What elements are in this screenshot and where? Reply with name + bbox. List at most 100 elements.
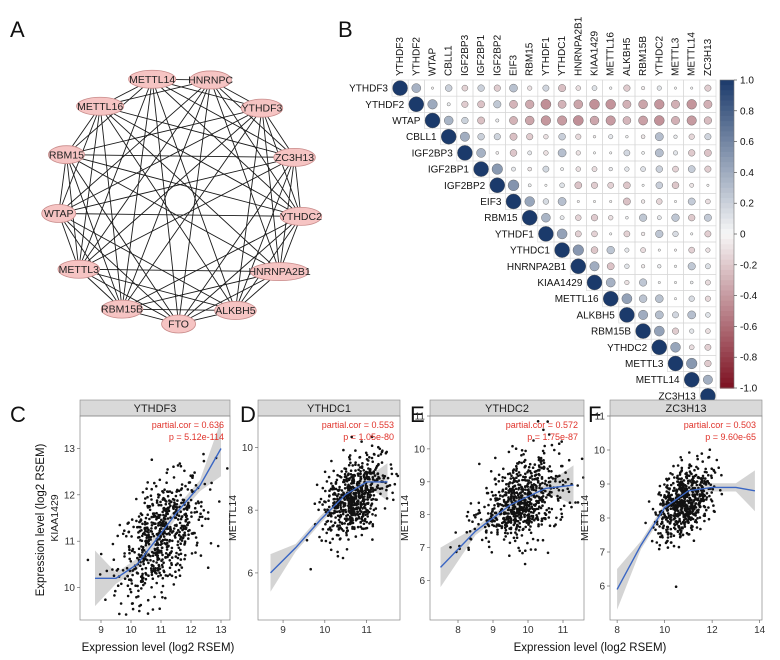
network-edge	[58, 213, 301, 217]
scatter-point	[685, 487, 689, 491]
corr-circle	[543, 134, 549, 140]
scatter-point	[550, 491, 553, 494]
scatter-point	[528, 519, 532, 523]
colorbar-segment	[720, 234, 734, 240]
scatter-point	[483, 505, 486, 509]
y-tick-label: 8	[419, 510, 425, 521]
scatter-point	[688, 479, 692, 483]
scatter-point	[188, 528, 191, 532]
scatter-point	[370, 444, 374, 448]
scatter-point	[348, 493, 352, 497]
scatter-point	[116, 534, 119, 538]
network-edge	[99, 106, 123, 310]
scatter-point	[349, 509, 352, 513]
network-edge	[210, 79, 295, 158]
corr-column-label: RBM15B	[638, 36, 649, 76]
scatter-point	[159, 524, 163, 527]
corr-circle	[477, 133, 485, 141]
scatter-point	[176, 518, 180, 521]
network-node: YTHDC2	[279, 206, 323, 226]
scatter-point	[158, 478, 162, 482]
corr-circle	[623, 84, 631, 92]
scatter-point	[507, 450, 511, 454]
corr-circle	[688, 295, 695, 302]
scatter-point	[184, 484, 187, 488]
scatter-point	[174, 576, 178, 579]
scatter-point	[368, 493, 372, 496]
scatter-point	[707, 473, 710, 477]
scatter-point	[105, 569, 109, 573]
colorbar-tick-label: -0.4	[740, 291, 758, 302]
scatter-point	[507, 491, 511, 494]
network-edge	[151, 79, 236, 311]
scatter-point	[680, 466, 684, 470]
scatter-point	[537, 464, 541, 467]
scatter-point	[371, 497, 375, 501]
scatter-point	[533, 509, 536, 513]
scatter-point	[678, 535, 682, 539]
scatter-point	[520, 488, 523, 491]
scatter-point	[701, 492, 705, 496]
y-tick-label: 11	[415, 412, 426, 423]
scatter-point	[679, 508, 683, 511]
scatter-point	[508, 520, 512, 523]
scatter-point	[363, 503, 367, 507]
scatter-point	[139, 564, 142, 567]
scatter-point	[138, 609, 141, 613]
scatter-point	[702, 489, 706, 493]
scatter-point	[538, 484, 542, 487]
x-tick-label: 11	[156, 625, 167, 636]
scatter-point	[535, 485, 538, 488]
y-tick-label: 10	[64, 583, 76, 594]
scatter-point	[550, 443, 554, 447]
scatter-point	[527, 521, 531, 525]
corr-row-label: YTHDC2	[607, 343, 647, 354]
corr-column-label: HNRNPA2B1	[573, 16, 584, 76]
scatter-point	[196, 541, 199, 545]
scatter-point	[688, 500, 691, 503]
scatter-point	[379, 492, 382, 496]
scatter-point	[120, 582, 123, 586]
panel-letter-b: B	[338, 17, 353, 42]
corr-circle	[509, 100, 518, 109]
colorbar-segment	[720, 177, 734, 184]
scatter-point	[204, 517, 207, 521]
corr-circle	[522, 209, 538, 226]
colorbar-segment	[720, 110, 734, 117]
scatter-point	[145, 487, 148, 491]
scatter-point	[503, 531, 507, 535]
corr-circle	[674, 297, 677, 301]
scatter-point	[557, 442, 561, 446]
network-edge	[151, 79, 180, 325]
scatter-point	[369, 486, 373, 490]
network-node: ZC3H13	[273, 147, 316, 167]
scatter-point	[540, 517, 544, 520]
scatter-point	[353, 474, 357, 477]
scatter-point	[560, 440, 563, 443]
scatter-point	[337, 493, 340, 496]
corr-circle	[560, 167, 564, 171]
scatter-point	[112, 574, 116, 577]
corr-column-label: YTHDF3	[395, 37, 406, 76]
scatter-point	[544, 489, 547, 493]
scatter-point	[183, 469, 186, 473]
scatter-point	[342, 529, 345, 533]
corr-circle	[640, 166, 646, 172]
scatter-point	[662, 512, 666, 516]
corr-circle	[608, 167, 613, 172]
scatter-point	[553, 448, 556, 452]
corr-row-label: YTHDF1	[495, 229, 534, 240]
scatter-point	[344, 470, 348, 473]
scatter-point	[662, 524, 665, 527]
colorbar-tick-label: 0.4	[740, 168, 754, 179]
scatter-point	[345, 479, 349, 483]
scatter-point	[696, 517, 699, 520]
scatter-point	[183, 557, 186, 561]
scatter-point	[692, 500, 695, 503]
scatter-point	[522, 460, 526, 464]
scatter-point	[531, 466, 535, 470]
scatter-point	[701, 474, 705, 478]
corr-circle	[656, 85, 662, 91]
network-edge	[78, 268, 280, 273]
scatter-point	[168, 533, 171, 536]
